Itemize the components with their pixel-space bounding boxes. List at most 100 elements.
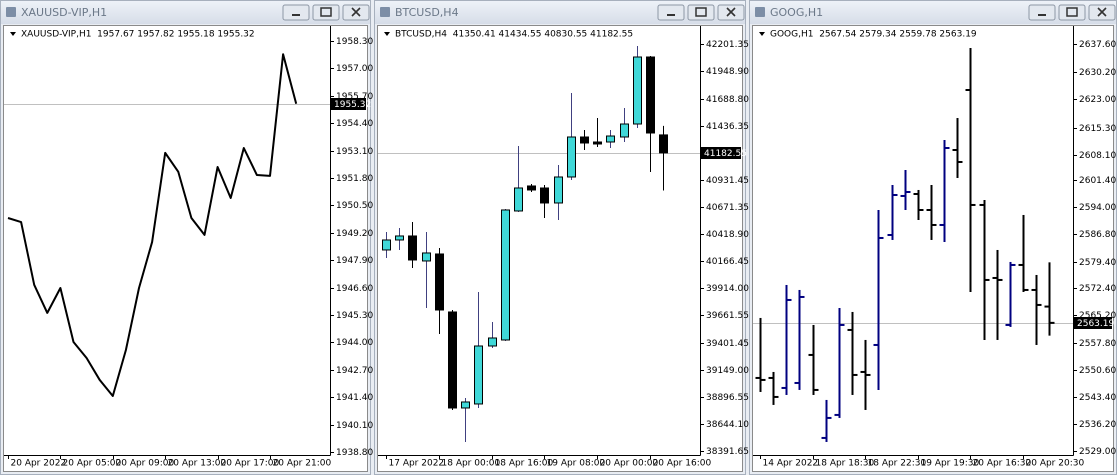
button-glyph [726,7,736,17]
chart-header: BTCUSD,H4 41350.41 41434.55 40830.55 411… [395,30,633,40]
y-tick-label: 38391.65 [706,447,749,457]
y-tick-label: 1958.30 [336,37,373,47]
button-glyph [695,7,707,17]
y-tick-label: 2601.40 [1079,176,1116,186]
chart-area [752,25,1114,472]
candle-body [567,136,576,178]
maximize-button[interactable] [312,4,340,21]
x-tick-label: 18 Apr 22:30 [868,459,927,469]
x-tick-label: 19 Apr 19:30 [921,459,980,469]
y-tick-label: 2557.80 [1079,339,1116,349]
x-tick-label: 20 Apr 17:00 [221,459,280,469]
candle-body [514,187,523,212]
x-tick-label: 20 Apr 21:00 [273,459,332,469]
chart-area [3,25,368,472]
window-icon [380,7,390,17]
header-arrow [384,32,390,36]
candle-body [488,337,497,347]
y-tick-label: 40166.45 [706,257,749,267]
minimize-button[interactable] [282,4,310,21]
x-tick-label: 20 Apr 00:00 [600,459,659,469]
y-tick-label: 1957.00 [336,64,373,74]
y-tick-label: 2529.00 [1079,447,1116,457]
maximize-button[interactable] [687,4,715,21]
candle-body [606,135,615,143]
candle-body [435,253,444,311]
candle-body [620,123,629,138]
y-tick-label: 2630.20 [1079,68,1116,78]
window-title: XAUUSD-VIP,H1 [21,6,107,19]
y-tick-label: 41948.90 [706,67,749,77]
window-title: GOOG,H1 [770,6,823,19]
x-tick-label: 20 Apr 16:00 [653,459,712,469]
x-tick-label: 18 Apr 18:30 [816,459,875,469]
maximize-button[interactable] [1058,4,1086,21]
y-tick-label: 1950.50 [336,201,373,211]
y-tick-label: 2637.60 [1079,40,1116,50]
y-tick-label: 2543.40 [1079,393,1116,403]
y-tick-label: 1938.80 [336,448,373,458]
y-tick-label: 1947.90 [336,256,373,266]
candle-body [408,235,417,261]
y-tick-label: 2594.00 [1079,203,1116,213]
y-tick-label: 40418.90 [706,230,749,240]
current-price-label: 41182.55 [704,149,747,159]
y-tick-label: 40671.35 [706,203,749,213]
candle-body [580,136,589,144]
candle-body [540,187,549,204]
candle-body [554,176,563,204]
y-tick-label: 1941.40 [336,393,373,403]
x-tick-label: 20 Apr 05:00 [63,459,122,469]
price-line [7,53,298,397]
y-tick-label: 42201.35 [706,40,749,50]
y-tick-label: 1949.20 [336,229,373,239]
candle-body [501,209,510,341]
chart-header: XAUUSD-VIP,H1 1957.67 1957.82 1955.18 19… [21,30,255,40]
window-icon [755,7,765,17]
y-tick-label: 1946.60 [336,284,373,294]
title-bar [1,1,370,24]
x-tick-label: 20 Apr 13:00 [168,459,227,469]
x-tick-label: 18 Apr 00:00 [442,459,501,469]
current-price-box [331,98,366,110]
y-tick-label: 40931.45 [706,176,749,186]
minimize-button[interactable] [657,4,685,21]
y-tick-label: 1940.10 [336,421,373,431]
button-glyph [1066,7,1078,17]
candle-body [448,311,457,409]
y-tick-label: 2536.20 [1079,420,1116,430]
y-tick-label: 39661.55 [706,311,749,321]
current-price-label: 1955.32 [334,100,371,110]
current-price-box [1074,317,1112,329]
y-tick-label: 1942.70 [336,366,373,376]
y-tick-label: 1955.70 [336,92,373,102]
minimize-button[interactable] [1028,4,1056,21]
y-tick-label: 2565.20 [1079,311,1116,321]
x-tick-label: 20 Apr 2022 [11,459,67,469]
y-tick-label: 2550.60 [1079,366,1116,376]
candle-body [382,239,391,251]
candle-body [593,141,602,145]
candle-body [633,56,642,125]
candle-body [395,235,404,241]
candle-body [646,56,655,134]
button-glyph [320,7,332,17]
y-tick-label: 1951.80 [336,174,373,184]
candle-body [659,134,668,154]
button-glyph [351,7,361,17]
x-tick-label: 14 Apr 2022 [763,459,819,469]
candle-body [461,401,470,409]
y-tick-label: 2586.80 [1079,230,1116,240]
x-tick-label: 18 Apr 16:00 [495,459,554,469]
candle-body [422,252,431,262]
candle-body [474,345,483,405]
y-tick-label: 39914.00 [706,284,749,294]
y-tick-label: 2579.40 [1079,258,1116,268]
title-bar [375,1,745,24]
x-tick-label: 20 Apr 16:30 [973,459,1032,469]
x-tick-label: 20 Apr 20:30 [1026,459,1085,469]
header-arrow [759,32,765,36]
current-price-box [701,147,741,159]
